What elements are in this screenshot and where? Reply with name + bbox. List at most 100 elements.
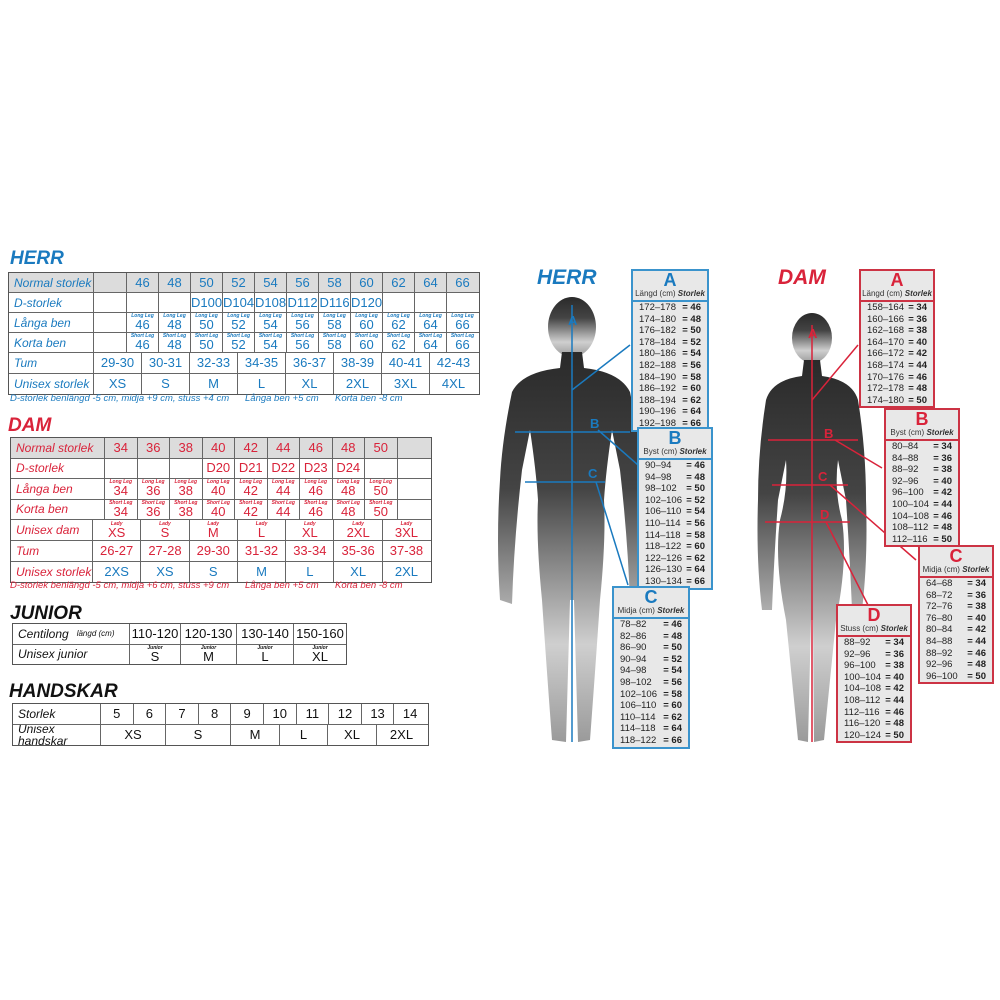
- box-row: 98–102 = 56: [614, 677, 688, 689]
- box-header: B Byst (cm) Storlek: [886, 410, 958, 441]
- table-cell: 120-130: [180, 624, 236, 644]
- table-cell: 130-140: [236, 624, 293, 644]
- box-range: 78–82: [620, 619, 647, 630]
- table-row: Långa ben Long Leg 46 Long Leg 48 Long Leg 50 L…: [9, 312, 479, 332]
- row-label: Normal storlek: [11, 438, 104, 458]
- box-range: 98–102: [620, 676, 652, 688]
- box-range: 104–108: [892, 510, 929, 522]
- dam-measure-lines: [765, 325, 917, 742]
- cell-value: D120: [350, 294, 382, 310]
- cell-value: L: [257, 376, 266, 391]
- herr-title: HERR: [10, 248, 64, 269]
- box-range: 118–122: [645, 541, 682, 553]
- cell-value: 40: [211, 503, 226, 519]
- table-cell: [396, 438, 430, 458]
- table-cell: [169, 458, 202, 478]
- cell-value: 8: [210, 705, 219, 721]
- dam-note-short: Korta ben -8 cm: [335, 580, 403, 591]
- cell-value: 11: [305, 705, 320, 721]
- box-size: = 44: [885, 694, 904, 706]
- table-cell: 64: [414, 273, 446, 292]
- table-cell: Short Leg 36: [136, 499, 170, 519]
- box-letter: C: [644, 587, 658, 607]
- row-label-text: Unisex storlek: [16, 565, 92, 579]
- table-cell: Long Leg 50: [190, 313, 222, 332]
- box-header: C Midja (cm) Storlek: [920, 547, 992, 578]
- cell-value: XL: [312, 648, 328, 664]
- box-row: 180–186 = 54: [633, 348, 707, 360]
- cell-value: 36: [146, 439, 161, 455]
- box-range: 82–86: [620, 630, 647, 642]
- table-cell: Short Leg 38: [169, 499, 202, 519]
- box-range: 160–166: [867, 313, 904, 325]
- table-row: Centilong längd (cm) 110-120 120-130 130-140…: [13, 624, 346, 644]
- cell-note: Long Leg: [419, 313, 442, 319]
- table-cell: 6: [132, 704, 166, 724]
- table-cell: D120: [350, 293, 382, 312]
- box-row: 90–94 = 46: [639, 460, 711, 472]
- cell-note: Long Leg: [195, 313, 218, 319]
- cell-note: Long Leg: [451, 313, 474, 319]
- cell-note: Short Leg: [271, 499, 295, 506]
- box-range: 186–192: [639, 383, 676, 395]
- table-cell: Short Leg 48: [331, 499, 365, 519]
- box-row: 116–120 = 48: [838, 718, 910, 730]
- box-row: 174–180 = 48: [633, 314, 707, 326]
- table-cell: 52: [222, 273, 254, 292]
- table-row: Korta ben Short Leg 46 Short Leg 48 Short Leg…: [9, 332, 479, 352]
- table-cell: D23: [299, 458, 332, 478]
- table-cell: Short Leg 56: [286, 333, 318, 352]
- cell-value: 29-30: [100, 355, 135, 370]
- cell-value: 64: [423, 274, 438, 290]
- cell-value: 38: [178, 439, 193, 455]
- row-label-text: Tum: [14, 356, 38, 370]
- table-cell: Short Leg 46: [299, 499, 332, 519]
- cell-note: Short Leg: [336, 499, 360, 506]
- table-cell: Long Leg 58: [318, 313, 350, 332]
- cell-value: 42: [243, 483, 258, 499]
- box-size: = 48: [967, 659, 986, 671]
- box-row: 92–96 = 48: [920, 659, 992, 671]
- table-cell: 62: [382, 273, 414, 292]
- box-size: = 48: [908, 383, 927, 395]
- cell-value: 26-27: [100, 543, 134, 558]
- cell-value: 2XL: [346, 524, 370, 540]
- box-row: 110–114 = 62: [614, 712, 688, 724]
- box-size: = 38: [967, 601, 986, 613]
- box-measure-label: Längd (cm): [862, 289, 903, 298]
- box-range: 84–88: [892, 452, 919, 464]
- table-cell: Long Leg 36: [136, 479, 170, 499]
- box-row: 190–196 = 64: [633, 406, 707, 418]
- box-range: 174–180: [639, 313, 676, 325]
- cell-value: 66: [455, 337, 470, 352]
- box-header: A Längd (cm) Storlek: [633, 271, 707, 302]
- cell-note: Long Leg: [291, 313, 314, 319]
- table-cell: 13: [360, 704, 394, 724]
- box-row: 106–110 = 60: [614, 700, 688, 712]
- table-cell: XS: [100, 724, 165, 745]
- cell-value: 13: [370, 705, 385, 721]
- row-label-text: Normal storlek: [14, 275, 92, 290]
- box-range: 108–112: [844, 694, 881, 706]
- box-row: 80–84 = 34: [886, 441, 958, 453]
- box-size: = 60: [663, 700, 682, 712]
- box-range: 106–110: [645, 506, 682, 518]
- box-range: 116–120: [844, 718, 881, 730]
- table-cell: [93, 293, 126, 312]
- box-size: = 48: [885, 718, 904, 730]
- cell-value: 12: [337, 705, 353, 721]
- cell-note: Long Leg: [207, 479, 230, 486]
- table-cell: L: [237, 374, 285, 394]
- cell-note: Long Leg: [239, 479, 263, 486]
- box-row: 174–180 = 50: [861, 395, 933, 407]
- box-size: = 64: [686, 564, 705, 576]
- table-cell: D20: [201, 458, 235, 478]
- cell-note: Junior: [257, 644, 273, 651]
- dam-marker-b: B: [824, 426, 833, 441]
- junior-size-table: Centilong längd (cm) 110-120 120-130 130-140…: [12, 623, 347, 665]
- cell-value: 44: [276, 503, 291, 519]
- box-row: 164–170 = 40: [861, 337, 933, 349]
- box-size: = 36: [967, 589, 986, 601]
- table-cell: Long Leg 46: [299, 479, 332, 499]
